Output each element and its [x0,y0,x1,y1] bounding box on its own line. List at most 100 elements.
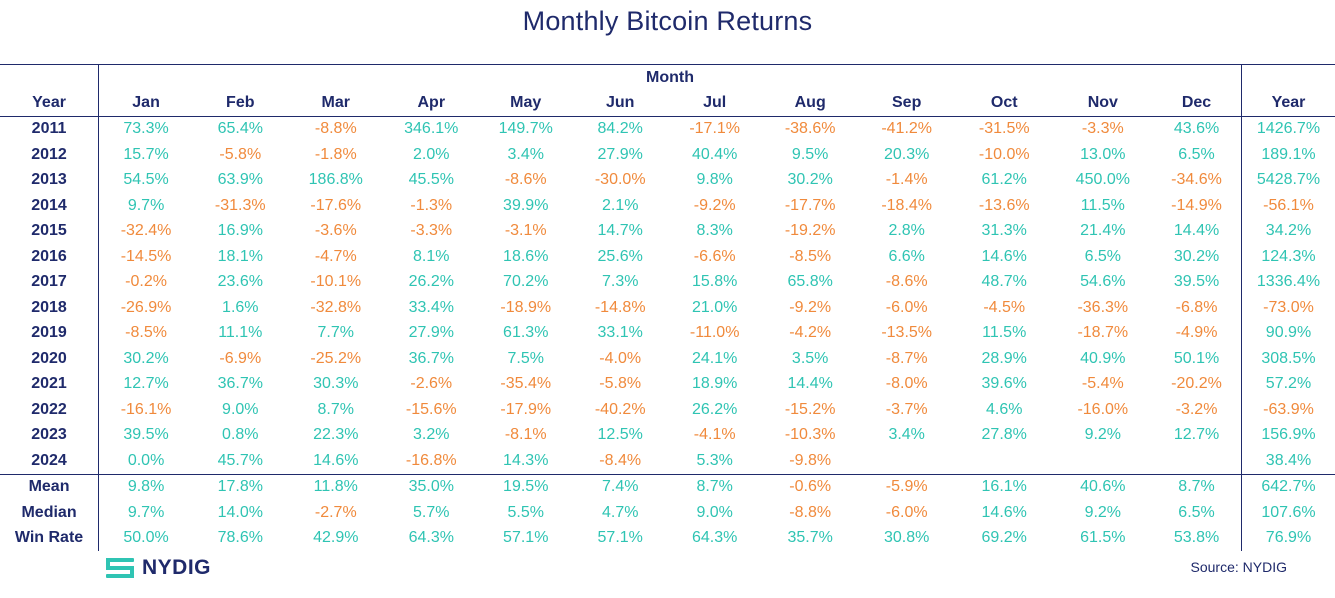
year-label: 2016 [31,247,67,265]
return-cell: -32.8% [310,298,362,316]
return-cell: -40.2% [594,400,646,418]
table-row: 2024 0.0% 45.7% 14.6% -16.8% 14.3% -8.4% 5.3% -9… [0,448,1335,474]
return-cell: 11.5% [1080,196,1125,214]
return-cell: 9.7% [98,193,194,219]
return-cell: 61.2% [981,171,1027,189]
year-label: 2022 [31,400,67,418]
annual-return-cell: -63.9% [1240,397,1335,423]
return-cell: 65.4% [217,120,263,138]
return-cell: 21.4% [1080,222,1126,240]
annual-return-cell: 34.2% [1240,218,1335,244]
table-row: 2015 -32.4% 16.9% -3.6% -3.3% -3.1% 14.7% 8.3% -… [0,218,1335,244]
annual-return-cell: 38.4% [1240,448,1335,474]
return-cell: 27.8% [981,426,1027,444]
header-corner [0,64,99,91]
return-cell: -15.6% [405,400,457,418]
year-label: 2024 [31,451,67,469]
return-cell [1054,448,1153,474]
return-cell: 33.1% [597,324,643,342]
return-cell: 16.1% [954,473,1054,500]
return-cell [858,448,955,474]
annual-return-cell: 1336.4% [1240,269,1335,295]
return-cell: -16.0% [1077,400,1129,418]
year-label: 2023 [31,426,67,444]
return-cell: 9.5% [791,145,829,163]
return-cell: -8.6% [885,273,928,291]
return-cell: -3.6% [314,222,357,240]
return-cell: 48.7% [981,273,1027,291]
table-row: 2012 15.7% -5.8% -1.8% 2.0% 3.4% 27.9% 40.4% 9.5… [0,142,1335,168]
return-cell: -14.9% [1171,196,1222,214]
stat-row: Median 9.7% 14.0% -2.7% 5.7% 5.5% 4.7% 9.0% -8.8… [0,500,1335,526]
return-cell: -6.0% [885,503,928,521]
return-cell: -10.0% [978,145,1030,163]
return-cell: 35.7% [787,529,833,547]
return-cell: 70.2% [503,273,549,291]
annual-return-cell: 189.1% [1240,142,1335,168]
return-cell: -9.2% [693,196,736,214]
return-cell: 9.2% [1084,426,1122,444]
return-cell: 26.2% [691,400,738,418]
return-cell: 1.6% [222,298,259,316]
stat-label: Win Rate [14,529,84,547]
return-cell: -3.3% [1081,120,1124,138]
return-cell: 12.7% [98,371,194,397]
return-cell: 18.1% [217,247,263,265]
return-cell: 31.3% [981,222,1027,240]
stat-row: Win Rate 50.0% 78.6% 42.9% 64.3% 57.1% 57.1% 64… [0,525,1335,551]
return-cell: 8.7% [1152,473,1242,500]
return-cell: 0.8% [222,426,259,444]
return-cell: 11.5% [982,324,1027,342]
return-cell: -18.7% [1077,324,1129,342]
month-column-header: Dec [1152,90,1242,117]
return-cell: -34.6% [1171,171,1222,189]
return-cell: 65.8% [787,273,833,291]
return-cell: -10.1% [310,273,362,291]
return-cell: 12.7% [1173,426,1220,444]
return-cell: -31.3% [214,196,266,214]
return-cell: 30.2% [1173,247,1220,265]
return-cell: -8.7% [885,349,928,367]
month-column-header: Sep [858,90,955,117]
return-cell: 69.2% [981,529,1027,547]
year-label: 2013 [31,171,67,189]
return-cell: 40.4% [691,145,738,163]
return-cell: 2.0% [413,145,450,163]
year-label: 2011 [31,120,67,138]
return-cell: 57.1% [597,529,643,547]
table-row: 2022 -16.1% 9.0% 8.7% -15.6% -17.9% -40.2% 26.2… [0,397,1335,423]
return-cell: -8.0% [885,375,928,393]
return-cell: -8.6% [504,171,547,189]
return-cell: -14.8% [594,298,646,316]
return-cell: -18.4% [881,196,933,214]
return-cell: 78.6% [217,529,263,547]
return-cell: 15.7% [98,142,194,168]
return-cell: 2.8% [888,222,925,240]
return-cell: 36.7% [217,375,263,393]
return-cell: 9.8% [696,171,733,189]
return-cell: -36.3% [1077,298,1129,316]
annual-return-cell: -56.1% [1240,193,1335,219]
return-cell: 149.7% [498,120,553,138]
return-cell: -16.1% [98,397,194,423]
return-cell: 54.6% [1080,273,1126,291]
stat-label: Median [21,503,77,521]
return-cell: 40.6% [1053,473,1153,500]
logo-text: NYDIG [142,556,212,579]
return-cell: -6.8% [1175,298,1218,316]
year-label: 2014 [31,196,67,214]
return-cell: 57.1% [503,529,549,547]
return-cell: 16.9% [217,222,263,240]
return-cell: 346.1% [404,120,459,138]
return-cell: -13.5% [881,324,933,342]
return-cell: -38.6% [784,120,836,138]
month-column-header: Nov [1053,90,1153,117]
year-label: 2017 [31,273,67,291]
table-row: 2014 9.7% -31.3% -17.6% -1.3% 39.9% 2.1% -9.2% -… [0,193,1335,219]
return-cell: 3.5% [791,349,829,367]
return-cell: 14.4% [787,375,833,393]
annual-return-cell: 57.2% [1240,371,1335,397]
return-cell: -5.9% [858,473,955,500]
return-cell: 7.4% [572,473,668,500]
year-label: 2015 [31,222,67,240]
